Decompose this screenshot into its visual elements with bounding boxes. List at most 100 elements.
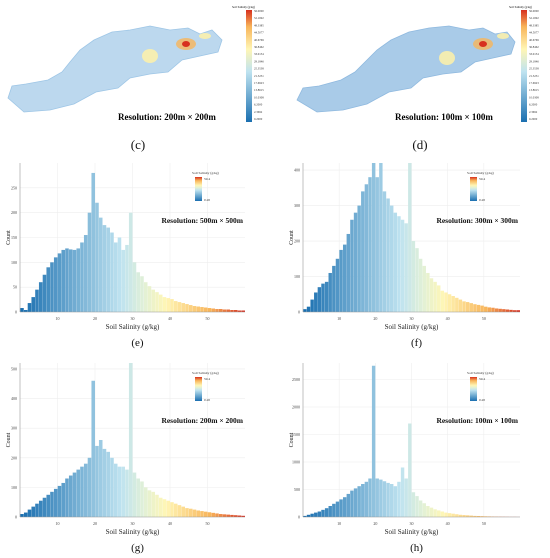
- colorbar-tick-label: 2.3692: [529, 110, 538, 114]
- histogram-bar: [350, 219, 354, 312]
- colorbar: [521, 10, 527, 122]
- legend-title: Soil Salinity (g/kg): [467, 371, 495, 375]
- legend-min: 0.20: [204, 398, 210, 402]
- histogram-bar: [509, 309, 513, 312]
- legend-colorbar: [195, 177, 202, 201]
- histogram-bar: [458, 299, 463, 312]
- histogram-bar: [310, 513, 314, 517]
- histogram-bar: [328, 272, 332, 312]
- histogram-bar: [418, 258, 423, 312]
- histogram-bar: [61, 482, 65, 517]
- histogram-bar: [38, 282, 43, 312]
- legend-min: 0.20: [479, 398, 485, 402]
- legend-colorbar: [470, 377, 477, 401]
- panel-label: (f): [411, 337, 422, 349]
- histogram-bar: [469, 515, 473, 517]
- histogram-bar: [72, 249, 77, 312]
- histogram-bar: [31, 297, 35, 312]
- histogram-bar: [113, 463, 118, 517]
- x-tick-label: 50: [482, 316, 486, 321]
- colorbar-tick-label: 25.3538: [254, 67, 264, 71]
- x-tick-label: 50: [206, 521, 210, 526]
- colorbar-tick-label: 29.1846: [529, 59, 539, 63]
- y-axis-label: Count: [6, 432, 12, 447]
- colorbar-tick-label: 52.1692: [529, 16, 539, 20]
- histogram-bar: [222, 309, 227, 312]
- legend-max: 59.4: [479, 177, 485, 181]
- histogram-bar: [437, 510, 441, 517]
- histogram-bar: [110, 457, 114, 517]
- x-tick-label: 40: [168, 521, 172, 526]
- histogram-bar: [53, 257, 58, 312]
- histogram-bar: [429, 507, 434, 517]
- colorbar-tick-label: 17.6923: [254, 81, 264, 85]
- histogram-bar: [147, 286, 152, 312]
- colorbar-tick-label: 21.5231: [254, 74, 264, 78]
- y-tick-label: 2500: [292, 377, 300, 382]
- y-tick-label: 300: [11, 426, 17, 431]
- histogram-bar: [53, 488, 58, 517]
- y-tick-label: 500: [294, 487, 300, 492]
- legend-min: 0.20: [479, 198, 485, 202]
- y-tick-label: 100: [11, 485, 17, 490]
- histogram-bar: [102, 448, 107, 517]
- resolution-label: Resolution: 100m × 100m: [395, 112, 493, 122]
- histogram-bar: [447, 513, 452, 517]
- histogram-bar: [408, 423, 412, 517]
- x-tick-label: 30: [410, 521, 414, 526]
- histogram-bar: [188, 305, 193, 312]
- histogram-f: 10 20 30 40 50 0 100 200 300 400 Soil Salinity (g/…: [289, 163, 520, 349]
- histogram-bar: [132, 472, 137, 517]
- colorbar-tick-label: 56.0000: [529, 9, 539, 13]
- histogram-bar: [151, 289, 155, 312]
- histogram-bar: [226, 514, 230, 517]
- histogram-bar: [143, 282, 148, 312]
- histogram-bar: [50, 491, 54, 517]
- histogram-bar: [158, 294, 163, 312]
- histogram-bar: [335, 501, 340, 517]
- histogram-bar: [125, 244, 129, 312]
- histogram-bar: [132, 262, 137, 312]
- histogram-bar: [473, 515, 477, 517]
- histogram-bar: [203, 511, 208, 517]
- panel-label: (g): [131, 542, 144, 554]
- histogram-bar: [72, 472, 77, 517]
- histogram-bar: [87, 212, 92, 312]
- histogram-bar: [332, 503, 336, 517]
- study-area-shape: [7, 25, 223, 113]
- resolution-label: Resolution: 200m × 200m: [118, 112, 216, 122]
- histogram-bar: [451, 513, 455, 517]
- histogram-bar: [386, 482, 390, 517]
- histogram-bar: [375, 478, 379, 517]
- y-tick-label: 200: [294, 239, 300, 244]
- mid-salinity-area: [199, 33, 211, 39]
- histogram-bar: [215, 309, 219, 312]
- histogram-bar: [237, 515, 242, 517]
- colorbar-tick-label: 40.6769: [254, 38, 264, 42]
- legend-max: 59.4: [204, 377, 210, 381]
- histogram-bar: [335, 258, 340, 312]
- colorbar-tick-label: 36.8462: [254, 45, 264, 49]
- y-tick-label: 50: [13, 285, 17, 290]
- colorbar-title: Soil Salinity (g/kg): [232, 5, 255, 9]
- x-tick-label: 10: [56, 521, 60, 526]
- histogram-bar: [65, 248, 69, 312]
- histogram-bar: [102, 225, 107, 312]
- y-axis-label: Count: [289, 230, 295, 245]
- histogram-bar: [480, 305, 484, 312]
- histogram-bar: [196, 510, 200, 517]
- histogram-bar: [364, 481, 369, 517]
- colorbar-tick-label: 21.5231: [529, 74, 539, 78]
- histogram-bar: [57, 485, 62, 517]
- y-tick-label: 400: [11, 396, 17, 401]
- colorbar-tick-label: 40.6769: [529, 38, 539, 42]
- histogram-bar: [317, 287, 322, 312]
- histogram-bar: [462, 515, 466, 517]
- histogram-bar: [314, 292, 318, 312]
- histogram-bar: [241, 310, 245, 312]
- histogram-bar: [400, 467, 405, 517]
- histogram-bar: [498, 308, 502, 312]
- resolution-label: Resolution: 300m × 300m: [436, 216, 518, 225]
- histogram-bar: [23, 512, 28, 517]
